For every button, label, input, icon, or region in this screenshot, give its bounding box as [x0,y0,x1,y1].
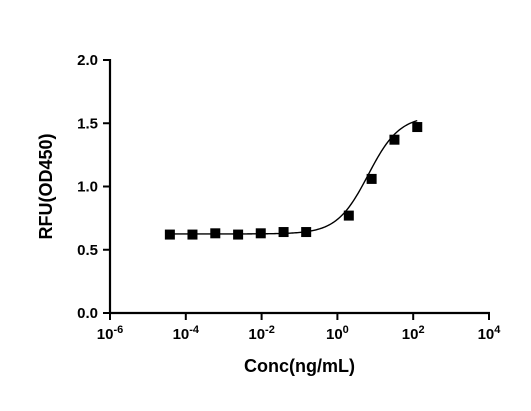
x-tick-label: 100 [326,324,349,343]
y-tick-label: 1.0 [77,179,98,196]
y-axis-ticks: 0.0 0.5 1.0 1.5 2.0 [77,52,110,322]
y-tick-label: 2.0 [77,52,98,69]
x-axis-title: Conc(ng/mL) [244,356,355,376]
data-point-marker [389,134,400,145]
y-tick-label: 0.0 [77,305,98,322]
data-point-marker [366,173,377,184]
data-point-marker [343,210,354,221]
data-point-marker [233,229,244,240]
data-point-marker [255,228,266,239]
y-axis-title: RFU(OD450) [36,133,56,239]
y-tick-label: 0.5 [77,242,98,259]
x-tick-label: 10-4 [173,324,200,343]
data-point-marker [412,122,423,133]
data-point-marker [278,227,289,238]
data-point-marker [164,229,175,240]
x-tick-label: 102 [402,324,425,343]
y-tick-label: 1.5 [77,115,98,132]
x-axis-ticks: 10-6 10-4 10-2 100 102 104 [97,313,502,343]
x-tick-label: 10-2 [248,324,274,343]
x-tick-label: 104 [478,324,502,343]
fit-curve-line [169,119,418,235]
data-point-marker [187,229,198,240]
x-tick-label: 10-6 [97,324,123,343]
data-point-marker [301,227,312,238]
data-point-marker [210,228,221,239]
data-points [164,122,423,240]
